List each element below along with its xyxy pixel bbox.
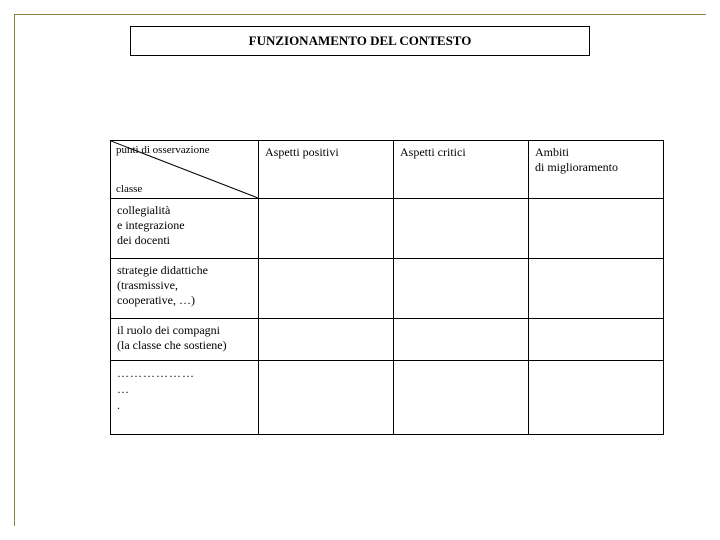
cell [394, 361, 529, 435]
rh-text: (trasmissive, [117, 278, 178, 292]
table-row: il ruolo dei compagni (la classe che sos… [111, 319, 664, 361]
table-row: strategie didattiche (trasmissive, coope… [111, 259, 664, 319]
col-header-ambiti: Ambiti di miglioramento [529, 141, 664, 199]
cell [259, 319, 394, 361]
cell [394, 199, 529, 259]
rh-text: (la classe che sostiene) [117, 338, 227, 352]
col-header-critici: Aspetti critici [394, 141, 529, 199]
cell [259, 199, 394, 259]
table-row: collegialità e integrazione dei docenti [111, 199, 664, 259]
header-row: punti di osservazione classe Aspetti pos… [111, 141, 664, 199]
corner-bottom-label: classe [116, 183, 142, 195]
rh-text: strategie didattiche [117, 263, 208, 277]
page-title: FUNZIONAMENTO DEL CONTESTO [130, 26, 590, 56]
col-header-positivi: Aspetti positivi [259, 141, 394, 199]
cell [394, 319, 529, 361]
observation-matrix: punti di osservazione classe Aspetti pos… [110, 140, 664, 435]
rh-text: cooperative, …) [117, 293, 195, 307]
col-header-ambiti-l2: di miglioramento [535, 160, 657, 175]
cell [259, 361, 394, 435]
rh-text: . [117, 398, 121, 412]
rh-text: collegialità [117, 203, 170, 217]
table-row: ……………… … . [111, 361, 664, 435]
cell [529, 319, 664, 361]
col-header-ambiti-l1: Ambiti [535, 145, 569, 159]
rh-text: ……………… [117, 366, 195, 380]
corner-top-label: punti di osservazione [116, 144, 209, 156]
cell [529, 361, 664, 435]
cell [259, 259, 394, 319]
rh-text: e integrazione [117, 218, 185, 232]
cell [529, 199, 664, 259]
corner-cell: punti di osservazione classe [111, 141, 259, 199]
cell [394, 259, 529, 319]
row-header-ruolo: il ruolo dei compagni (la classe che sos… [111, 319, 259, 361]
row-header-collegialita: collegialità e integrazione dei docenti [111, 199, 259, 259]
rh-text: … [117, 382, 130, 396]
row-header-strategie: strategie didattiche (trasmissive, coope… [111, 259, 259, 319]
rh-text: dei docenti [117, 233, 170, 247]
cell [529, 259, 664, 319]
rh-text: il ruolo dei compagni [117, 323, 220, 337]
row-header-blank: ……………… … . [111, 361, 259, 435]
